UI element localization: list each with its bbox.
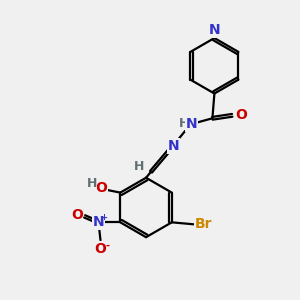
Text: N: N <box>93 215 104 229</box>
Text: H: H <box>178 117 189 130</box>
Text: Br: Br <box>195 217 212 231</box>
Text: O: O <box>71 208 82 222</box>
Text: N: N <box>186 117 197 131</box>
Text: N: N <box>168 139 180 153</box>
Text: O: O <box>95 181 107 195</box>
Text: H: H <box>134 160 144 173</box>
Text: O: O <box>94 242 106 256</box>
Text: N: N <box>208 23 220 37</box>
Text: -: - <box>105 241 110 251</box>
Text: O: O <box>235 108 247 122</box>
Text: +: + <box>100 213 107 222</box>
Text: H: H <box>86 177 97 190</box>
